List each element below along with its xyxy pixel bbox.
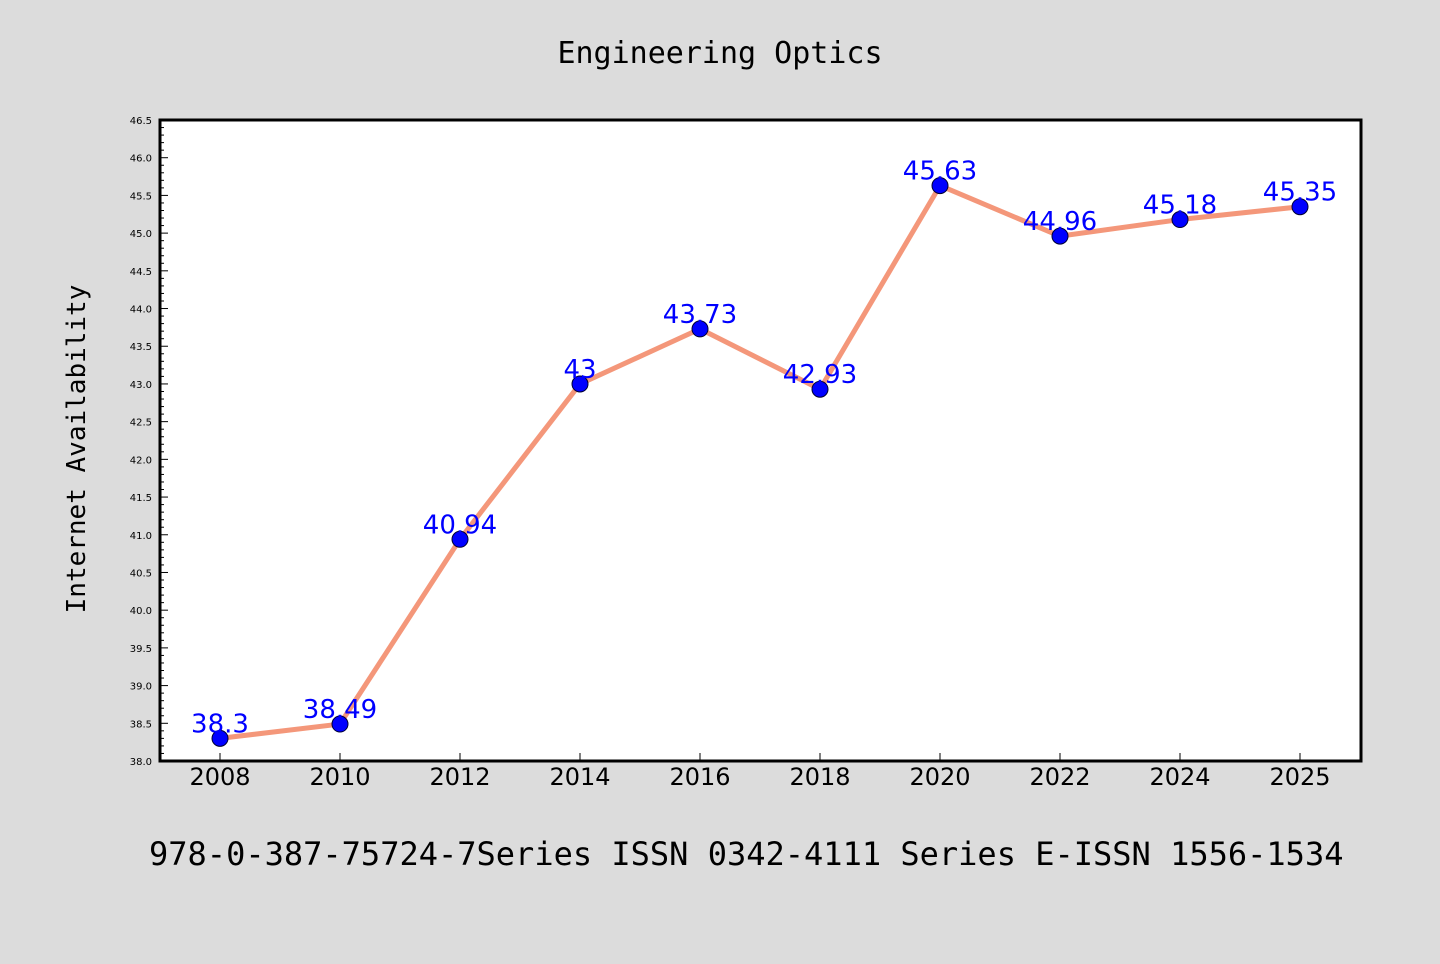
- data-point: [451, 530, 469, 548]
- x-tick-label: 2010: [309, 763, 370, 791]
- y-tick-label: 45.5: [130, 191, 152, 202]
- x-tick-label: 2016: [669, 763, 730, 791]
- y-tick-label: 46.5: [130, 116, 152, 127]
- y-tick-label: 43.5: [130, 342, 152, 353]
- plot-area: [158, 118, 1363, 763]
- y-axis-label: Internet Availability: [62, 285, 92, 614]
- y-tick-label: 41.0: [130, 531, 152, 542]
- y-tick-label: 45.0: [130, 229, 152, 240]
- y-tick-label: 42.0: [130, 455, 152, 466]
- data-point: [1051, 227, 1069, 245]
- y-tick-label: 40.0: [130, 606, 152, 617]
- y-tick-label: 39.0: [130, 682, 152, 693]
- data-point: [811, 380, 829, 398]
- data-label: 38.3: [191, 709, 249, 739]
- y-tick-label: 39.5: [130, 644, 152, 655]
- data-point: [1291, 198, 1309, 216]
- y-tick-label: 40.5: [130, 568, 152, 579]
- data-point: [331, 715, 349, 733]
- series-line: [217, 183, 1303, 741]
- x-tick-label: 2022: [1029, 763, 1090, 791]
- y-tick-label: 42.5: [130, 418, 152, 429]
- x-tick-label: 2014: [549, 763, 610, 791]
- y-tick-label: 46.0: [130, 154, 152, 165]
- data-point: [931, 177, 949, 195]
- data-label: 45.18: [1143, 191, 1217, 221]
- y-tick-label: 44.5: [130, 267, 152, 278]
- x-tick-label: 2020: [909, 763, 970, 791]
- y-tick-label: 43.0: [130, 380, 152, 391]
- x-tick-label: 2008: [189, 763, 250, 791]
- footer-text: 978-0-387-75724-7Series ISSN 0342-4111 S…: [149, 835, 1343, 873]
- y-axis-ticks: 38.0 38.5 39.0 39.5 40.0 40.5 41.0 41.5 42.0 42.5…: [130, 116, 168, 768]
- x-tick-label: 2012: [429, 763, 490, 791]
- data-point: [1171, 211, 1189, 229]
- data-label: 45.35: [1263, 178, 1337, 208]
- data-label: 43: [563, 355, 596, 385]
- data-label: 44.96: [1023, 207, 1097, 237]
- x-tick-label: 2025: [1269, 763, 1330, 791]
- data-label: 43.73: [663, 300, 737, 330]
- y-tick-label: 44.0: [130, 305, 152, 316]
- data-label: 38.49: [303, 695, 377, 725]
- y-tick-label: 38.0: [130, 757, 152, 768]
- series-markers: [211, 177, 1309, 747]
- x-axis-ticks: 2008 2010 2012 2014 2016 2018 2020 2022 2024 2025: [189, 753, 1331, 791]
- data-label: 45.63: [903, 157, 977, 187]
- x-tick-label: 2024: [1149, 763, 1210, 791]
- data-label: 40.94: [423, 510, 497, 540]
- data-label: 42.93: [783, 360, 857, 390]
- data-point: [211, 729, 229, 747]
- x-tick-label: 2018: [789, 763, 850, 791]
- data-point: [691, 320, 709, 338]
- y-tick-label: 38.5: [130, 719, 152, 730]
- data-labels: 38.3 38.49 40.94 43 43.73 42.93 45.63 44.96 45.1…: [191, 157, 1337, 740]
- y-tick-label: 41.5: [130, 493, 152, 504]
- data-point: [571, 375, 589, 393]
- series-line-group: [217, 183, 1303, 741]
- chart-title: Engineering Optics: [557, 36, 882, 71]
